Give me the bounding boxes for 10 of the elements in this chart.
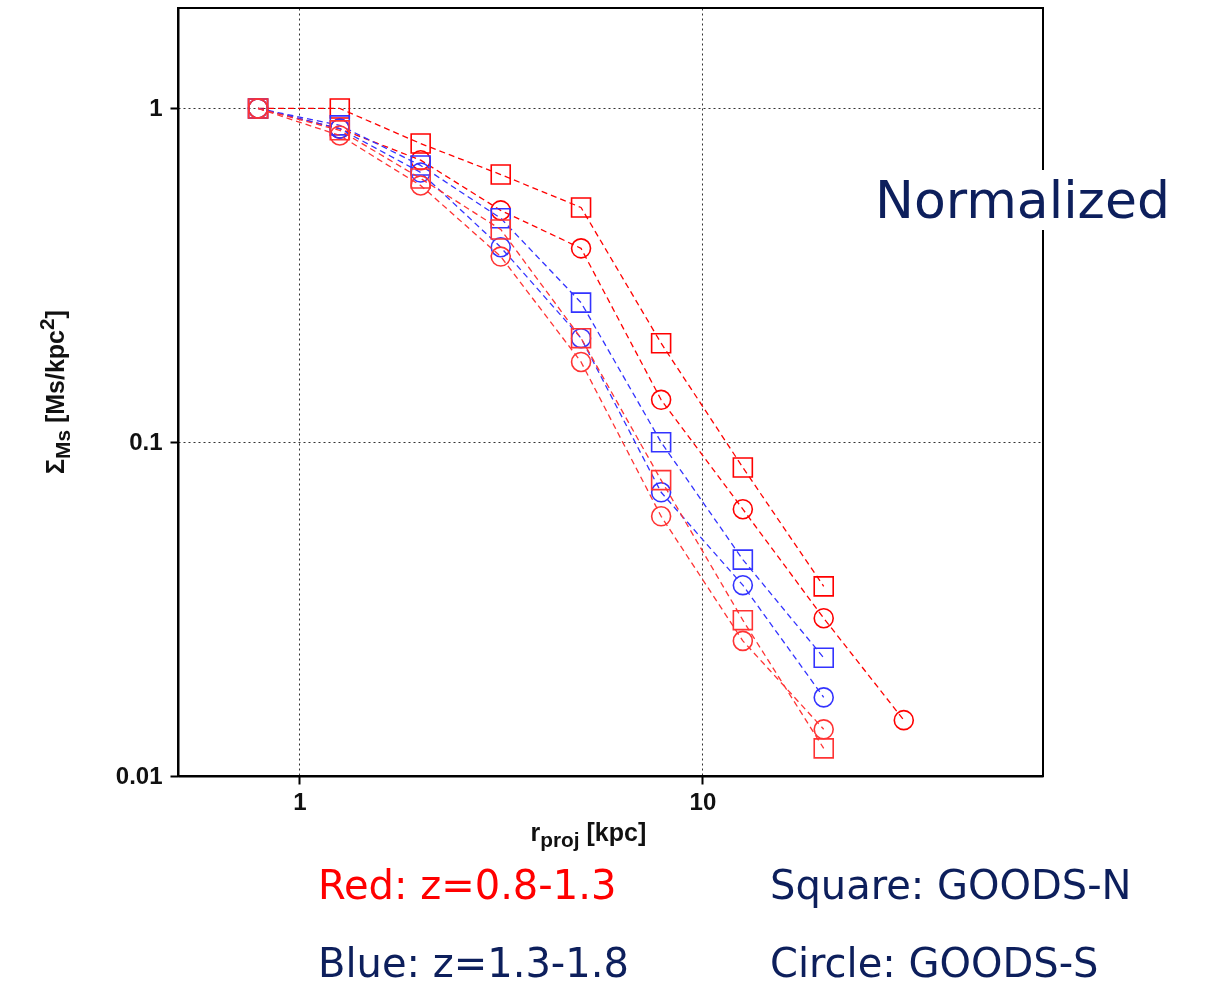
y-tick-label: 0.1 <box>129 427 163 455</box>
y-tick-label: 0.01 <box>115 761 163 789</box>
annotation: Normalized <box>875 170 1170 230</box>
text: Blue: z=1.3-1.8 <box>318 940 629 986</box>
text: Red: z=0.8-1.3 <box>318 862 617 908</box>
text: Square: GOODS-N <box>770 862 1132 908</box>
text: Circle: GOODS-S <box>770 940 1099 986</box>
y-tick-label: 1 <box>149 93 163 121</box>
x-tick-label: 10 <box>689 787 717 815</box>
x-axis-title: r$_{proj}$ [kpc] <box>530 818 647 852</box>
